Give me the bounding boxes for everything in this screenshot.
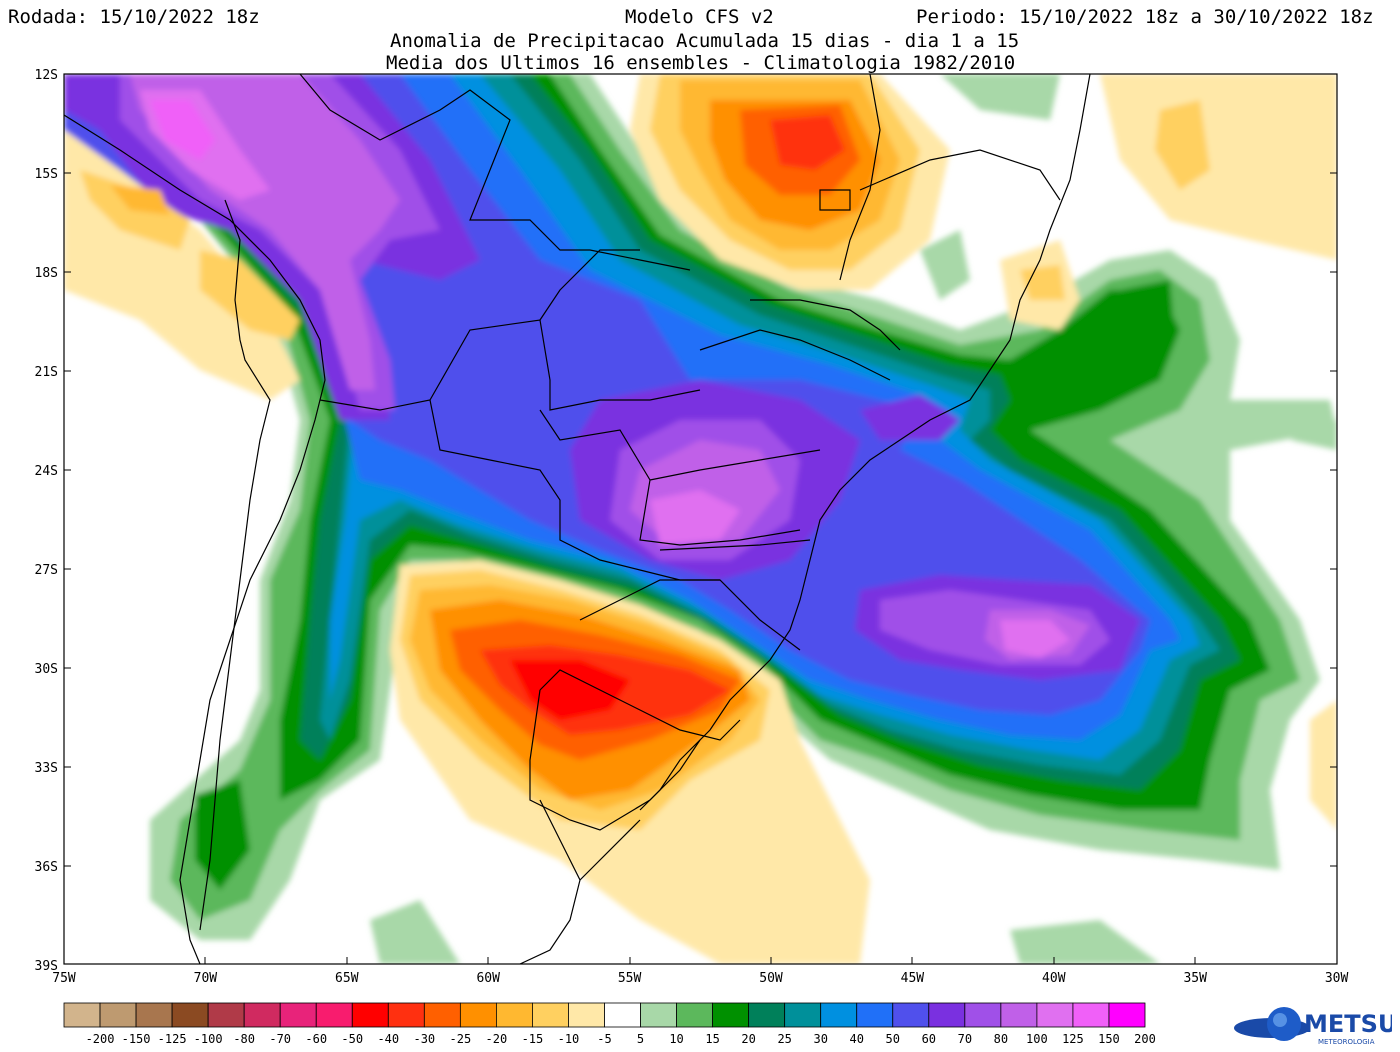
colorbar-label: 50 [886, 1032, 900, 1046]
colorbar-label: 15 [705, 1032, 719, 1046]
colorbar-swatch [495, 1002, 533, 1028]
lon-label: 35W [1183, 971, 1207, 986]
country-boundaries [64, 74, 1091, 964]
plot-frame [63, 73, 1338, 965]
colorbar-swatch [532, 1002, 569, 1028]
lat-label: 12S [35, 68, 58, 83]
lat-label: 30S [35, 662, 58, 677]
colorbar-swatch [207, 1002, 245, 1028]
lon-label: 30W [1325, 971, 1349, 986]
colorbar-label: -50 [341, 1032, 363, 1046]
colorbar-swatch [856, 1002, 894, 1028]
lon-label: 40W [1042, 971, 1066, 986]
colorbar-label: -70 [269, 1032, 291, 1046]
colorbar-label: 125 [1062, 1032, 1084, 1046]
colorbar-swatch [1000, 1002, 1038, 1028]
colorbar-label: 80 [994, 1032, 1008, 1046]
logo-tagline: METEOROLOGIA [1318, 1038, 1375, 1046]
colorbar-label: -200 [86, 1032, 115, 1046]
colorbar-label: 60 [922, 1032, 936, 1046]
colorbar-label: -150 [122, 1032, 151, 1046]
lon-label: 45W [901, 971, 925, 986]
colorbar-label: 10 [669, 1032, 683, 1046]
colorbar-label: -20 [486, 1032, 508, 1046]
colorbar-swatch [387, 1002, 425, 1028]
colorbar-label: -125 [158, 1032, 187, 1046]
lat-label: 21S [35, 365, 58, 380]
colorbar-swatch [63, 1002, 101, 1028]
lat-label: 36S [35, 860, 58, 875]
colorbar-swatch [712, 1002, 750, 1028]
lat-label: 24S [35, 464, 58, 479]
colorbar-swatch [964, 1002, 1002, 1028]
colorbar-label: 70 [958, 1032, 972, 1046]
colorbar-label: -25 [450, 1032, 472, 1046]
colorbar-label: -5 [597, 1032, 611, 1046]
colorbar-label: 150 [1098, 1032, 1120, 1046]
lon-label: 75W [52, 971, 76, 986]
colorbar-label: 100 [1026, 1032, 1048, 1046]
colorbar-label: -100 [194, 1032, 223, 1046]
colorbar-swatch [604, 1002, 641, 1028]
colorbar-swatch [568, 1002, 605, 1028]
subtitle-anomaly: Anomalia de Precipitacao Acumulada 15 di… [390, 30, 1020, 52]
metsul-logo: METSUL METEOROLOGIA [1234, 1007, 1392, 1046]
lon-label: 65W [335, 971, 359, 986]
logo-name: METSUL [1304, 1010, 1392, 1038]
colorbar-label: -60 [305, 1032, 327, 1046]
colorbar-swatch [1072, 1002, 1110, 1028]
colorbar-label: -15 [522, 1032, 544, 1046]
period-label: Periodo: 15/10/2022 18z a 30/10/2022 18z [916, 6, 1374, 28]
lon-label: 50W [759, 971, 783, 986]
lon-label: 60W [476, 971, 500, 986]
lat-label: 15S [35, 167, 58, 182]
colorbar-label: 5 [637, 1032, 644, 1046]
latitude-labels: 12S 15S 18S 21S 24S 27S 30S 33S 36S 39S [35, 68, 58, 974]
colorbar-swatch [99, 1002, 137, 1028]
colorbar-swatch [784, 1002, 822, 1028]
colorbar-label: -30 [413, 1032, 435, 1046]
lat-label: 33S [35, 761, 58, 776]
colorbar-label: 25 [777, 1032, 791, 1046]
colorbar-swatch [640, 1002, 677, 1028]
longitude-labels: 75W 70W 65W 60W 55W 50W 45W 40W 35W 30W [52, 971, 1348, 986]
lon-label: 55W [618, 971, 642, 986]
colorbar-swatch [1108, 1002, 1146, 1028]
run-label: Rodada: 15/10/2022 18z [8, 6, 260, 28]
lat-label: 18S [35, 266, 58, 281]
colorbar-swatch [892, 1002, 930, 1028]
model-label: Modelo CFS v2 [625, 6, 774, 28]
colorbar-swatch [279, 1002, 317, 1028]
lat-label: 39S [35, 959, 58, 974]
subtitle-ensemble: Media dos Ultimos 16 ensembles - Climato… [386, 52, 1016, 74]
colorbar-label: 40 [850, 1032, 864, 1046]
lon-label: 70W [194, 971, 218, 986]
colorbar-swatch [423, 1002, 461, 1028]
colorbar-label: 30 [813, 1032, 827, 1046]
anomaly-contours [64, 74, 1337, 964]
lat-label: 27S [35, 563, 58, 578]
colorbar-label: 200 [1134, 1032, 1156, 1046]
colorbar-swatch [351, 1002, 389, 1028]
colorbar-label: -40 [377, 1032, 399, 1046]
colorbar-swatch [171, 1002, 209, 1028]
colorbar-label: 20 [741, 1032, 755, 1046]
colorbar-swatch [676, 1002, 713, 1028]
colorbar-swatch [459, 1002, 497, 1028]
colorbar-swatch [928, 1002, 966, 1028]
axis-ticks [64, 73, 1337, 964]
colorbar-swatch [315, 1002, 353, 1028]
colorbar: -200 -150 -125 -100 -80 -70 -60 -50 -40 -30 -25 -20… [63, 1002, 1156, 1046]
colorbar-swatch [748, 1002, 786, 1028]
colorbar-swatch [135, 1002, 173, 1028]
colorbar-label: -80 [233, 1032, 255, 1046]
colorbar-label: -10 [558, 1032, 580, 1046]
colorbar-swatch [243, 1002, 281, 1028]
colorbar-swatch [1036, 1002, 1074, 1028]
colorbar-swatch [820, 1002, 858, 1028]
